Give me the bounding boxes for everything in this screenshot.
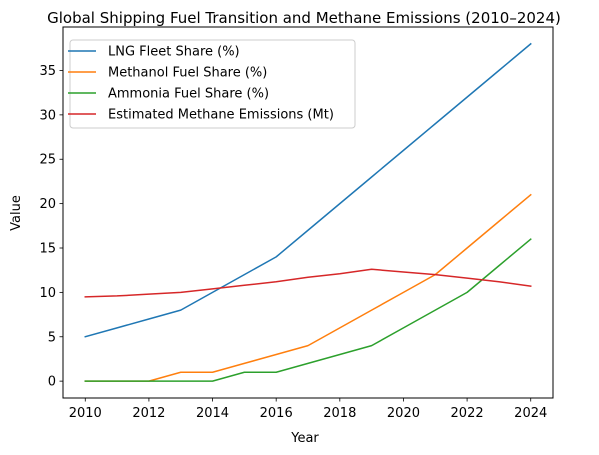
x-tick-label: 2020	[387, 406, 420, 421]
y-tick-label: 35	[39, 64, 56, 79]
y-tick-label: 25	[39, 153, 56, 168]
legend: LNG Fleet Share (%) Methanol Fuel Share (…	[68, 39, 356, 129]
series-line-3	[84, 238, 532, 382]
y-tick-label: 0	[48, 375, 56, 390]
legend-box	[69, 39, 356, 129]
legend-label: Estimated Methane Emissions (Mt)	[108, 108, 334, 123]
chart-title: Global Shipping Fuel Transition and Meth…	[47, 9, 561, 27]
x-tick-label: 2010	[69, 406, 102, 421]
x-axis-label: Year	[290, 431, 319, 446]
y-axis-label: Value	[9, 195, 24, 231]
y-tick-label: 20	[39, 197, 56, 212]
x-tick-label: 2016	[260, 406, 293, 421]
x-tick-label: 2022	[451, 406, 484, 421]
legend-label: Methanol Fuel Share (%)	[108, 66, 267, 81]
x-tick-label: 2012	[132, 406, 165, 421]
x-tick-label: 2018	[323, 406, 356, 421]
y-axis: 0 5 10 15 20 25 30 35	[39, 64, 63, 390]
y-tick-label: 10	[39, 286, 56, 301]
series-layer	[84, 42, 532, 382]
y-tick-label: 30	[39, 108, 56, 123]
series-line-1	[84, 42, 532, 338]
y-tick-label: 5	[48, 330, 56, 345]
plot-frame	[62, 26, 554, 399]
series-line-2	[84, 193, 532, 382]
x-axis: 2010 2012 2014 2016 2018 2020 2022 2024	[69, 398, 547, 421]
legend-label: Ammonia Fuel Share (%)	[108, 87, 269, 102]
x-tick-label: 2024	[514, 406, 547, 421]
y-tick-label: 15	[39, 242, 56, 257]
series-line-4	[84, 268, 532, 298]
x-tick-label: 2014	[196, 406, 229, 421]
legend-label: LNG Fleet Share (%)	[108, 45, 240, 60]
